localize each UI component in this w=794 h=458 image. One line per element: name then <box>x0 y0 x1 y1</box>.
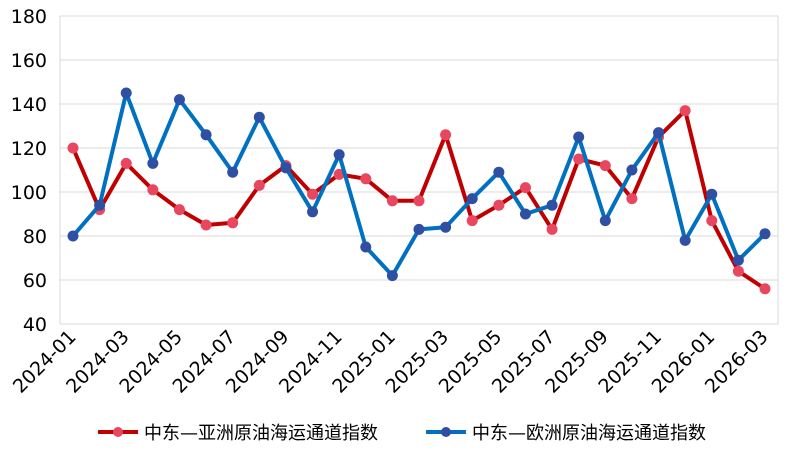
data-point <box>280 162 292 174</box>
data-point <box>253 111 265 123</box>
y-axis: 40 60 80 100 120 140 160 180 <box>11 6 47 336</box>
data-point <box>413 195 425 207</box>
y-tick-label: 140 <box>11 94 47 116</box>
series-area <box>67 87 771 295</box>
data-point <box>333 149 345 161</box>
data-point <box>706 215 718 227</box>
data-point <box>173 204 185 216</box>
y-tick-label: 60 <box>23 270 47 292</box>
data-point <box>360 241 372 253</box>
data-point <box>599 160 611 172</box>
data-point <box>307 206 319 218</box>
y-tick-label: 80 <box>23 226 47 248</box>
x-axis: 2024-012024-032024-052024-072024-092024-… <box>9 326 773 398</box>
data-point <box>360 173 372 185</box>
data-point <box>573 131 585 143</box>
data-point <box>599 215 611 227</box>
series-0 <box>67 105 771 295</box>
data-point <box>200 219 212 231</box>
y-tick-label: 40 <box>23 314 47 336</box>
data-point <box>333 168 345 180</box>
data-point <box>732 265 744 277</box>
data-point <box>440 221 452 233</box>
legend-label-europe: 中东—欧洲原油海运通道指数 <box>472 423 706 444</box>
data-point <box>386 270 398 282</box>
y-tick-label: 120 <box>11 138 47 160</box>
data-point <box>253 179 265 191</box>
y-tick-label: 180 <box>11 6 47 28</box>
y-tick-label: 160 <box>11 50 47 72</box>
data-point <box>546 199 558 211</box>
data-point <box>307 188 319 200</box>
data-point <box>120 157 132 169</box>
data-point <box>546 223 558 235</box>
series-1 <box>67 87 771 282</box>
y-tick-label: 100 <box>11 182 47 204</box>
legend-item-europe: 中东—欧洲原油海运通道指数 <box>426 423 706 444</box>
data-point <box>493 199 505 211</box>
gridlines <box>59 15 779 325</box>
legend-label-asia: 中东—亚洲原油海运通道指数 <box>144 423 378 444</box>
data-point <box>386 195 398 207</box>
data-point <box>493 166 505 178</box>
legend-item-asia: 中东—亚洲原油海运通道指数 <box>98 423 378 444</box>
data-point <box>626 164 638 176</box>
data-point <box>227 166 239 178</box>
data-point <box>413 223 425 235</box>
data-point <box>732 254 744 266</box>
data-point <box>67 142 79 154</box>
data-point <box>466 215 478 227</box>
data-point <box>573 153 585 165</box>
data-point <box>67 230 79 242</box>
data-point <box>440 129 452 141</box>
legend-marker-asia <box>113 427 123 437</box>
data-point <box>173 94 185 106</box>
legend-marker-europe <box>441 427 451 437</box>
series-line-1 <box>71 91 767 278</box>
data-point <box>759 283 771 295</box>
data-point <box>759 228 771 240</box>
legend: 中东—亚洲原油海运通道指数 中东—欧洲原油海运通道指数 <box>98 423 706 444</box>
data-point <box>466 193 478 205</box>
data-point <box>653 127 665 139</box>
data-point <box>200 129 212 141</box>
data-point <box>227 217 239 229</box>
data-point <box>679 105 691 117</box>
data-point <box>706 188 718 200</box>
data-point <box>120 87 132 99</box>
data-point <box>147 157 159 169</box>
data-point <box>519 182 531 194</box>
data-point <box>679 234 691 246</box>
data-point <box>626 193 638 205</box>
data-point <box>519 208 531 220</box>
data-point <box>147 184 159 196</box>
data-point <box>94 199 106 211</box>
plot-border <box>59 15 779 325</box>
